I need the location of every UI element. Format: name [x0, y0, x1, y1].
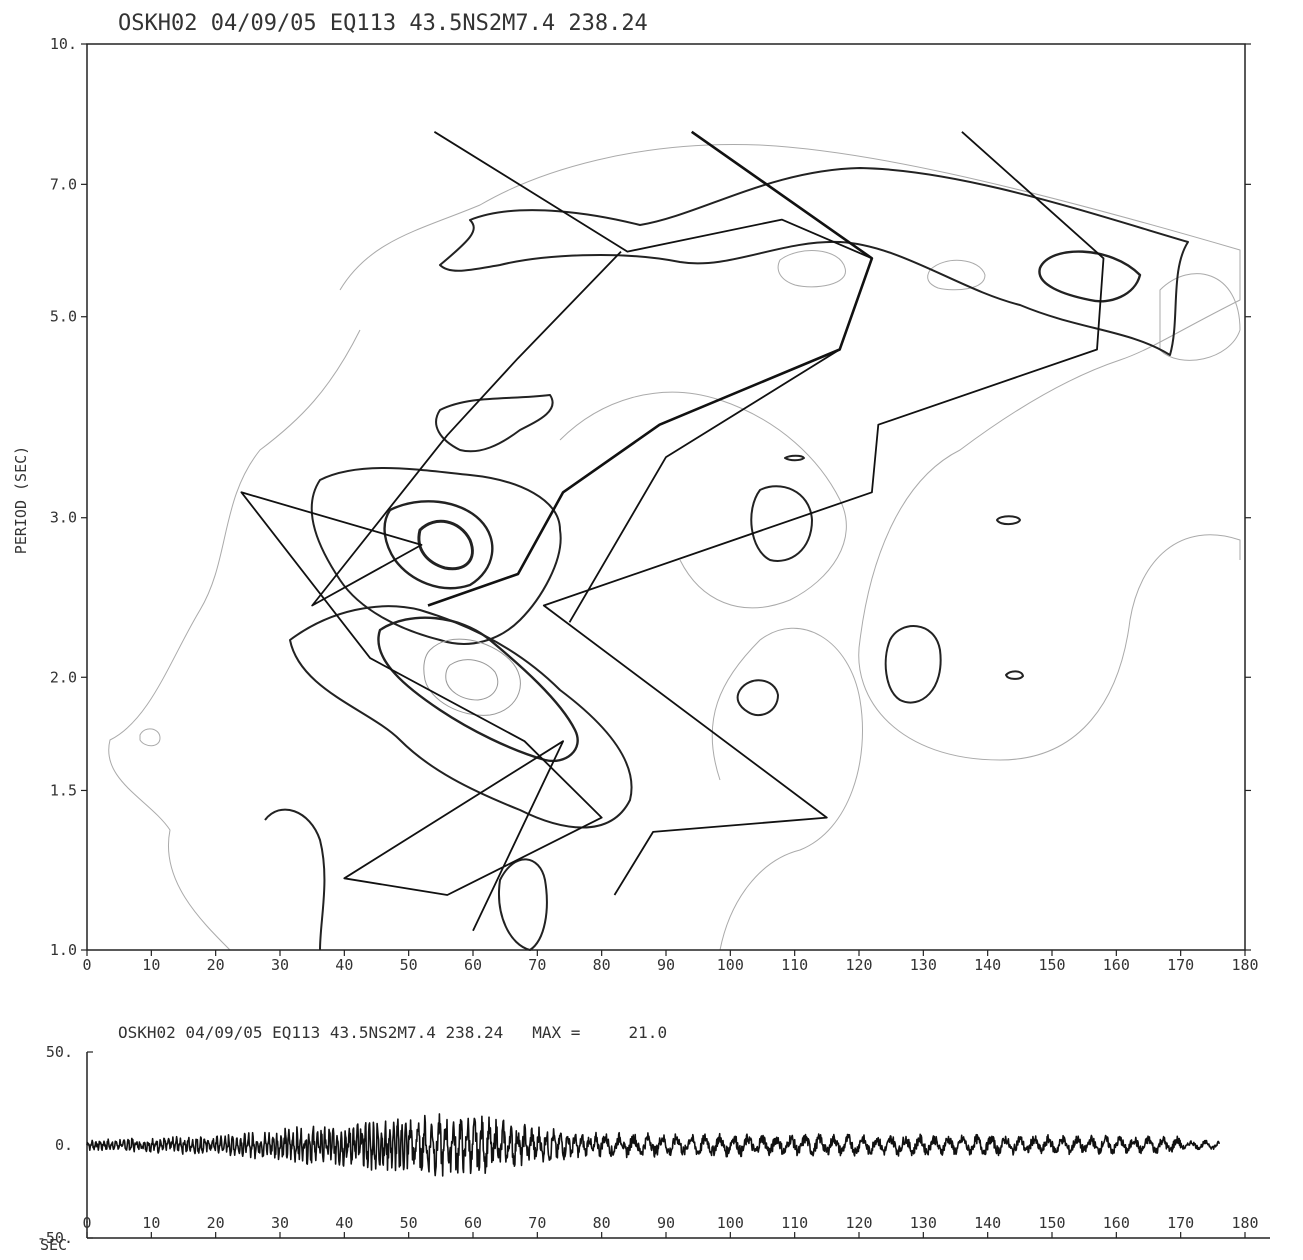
contour-outer-6	[927, 259, 986, 291]
x-tick-label: 70	[528, 956, 546, 974]
y-tick-label: 5.0	[50, 308, 77, 326]
period-chart-y-axis: 10. 7.0 5.0 3.0 2.0 1.5 1.0	[50, 35, 1251, 959]
x-tick-label: 110	[781, 1214, 808, 1232]
contour-mid-15	[1005, 670, 1024, 680]
contour-core-1	[423, 638, 521, 716]
x-tick-label: 60	[464, 956, 482, 974]
x-tick-label: 160	[1103, 1214, 1130, 1232]
y-tick-label: 2.0	[50, 668, 77, 686]
contour-outer-4	[559, 391, 847, 609]
contour-outer-8	[1159, 273, 1241, 361]
contour-mid-4	[310, 467, 562, 645]
x-tick-label: 30	[271, 956, 289, 974]
x-tick-label: 10	[142, 956, 160, 974]
dispersion-line-2	[427, 130, 874, 607]
waveform-y-axis: 50. 0. -50.	[37, 1043, 93, 1247]
period-chart-y-label: PERIOD (SEC)	[12, 446, 30, 554]
contour-mid-9	[498, 858, 548, 951]
x-tick-label: 40	[335, 956, 353, 974]
contour-mid-3	[435, 394, 554, 453]
contour-mid-14	[996, 515, 1021, 526]
x-tick-label: 140	[974, 956, 1001, 974]
contour-outer-5	[777, 250, 846, 288]
waveform-x-label: SEC	[40, 1236, 67, 1254]
contour-mid-7	[289, 605, 633, 829]
x-tick-label: 170	[1167, 1214, 1194, 1232]
x-tick-label: 0	[82, 1214, 91, 1232]
x-tick-label: 60	[464, 1214, 482, 1232]
x-tick-label: 140	[974, 1214, 1001, 1232]
x-tick-label: 180	[1231, 1214, 1258, 1232]
x-tick-label: 20	[207, 956, 225, 974]
dispersion-line-4	[240, 250, 622, 932]
contour-outer-7	[139, 728, 161, 747]
x-tick-label: 170	[1167, 956, 1194, 974]
y-tick-label: 1.5	[50, 781, 77, 799]
x-tick-label: 100	[717, 956, 744, 974]
waveform-chart: OSKH02 04/09/05 EQ113 43.5NS2M7.4 238.24…	[37, 1023, 1270, 1254]
x-tick-label: 110	[781, 956, 808, 974]
contour-mid-12	[736, 679, 779, 717]
contour-mid-13	[750, 485, 813, 562]
contour-outer-1	[339, 143, 1241, 761]
contour-mid-11	[884, 625, 942, 704]
y-tick-label: 50.	[46, 1043, 73, 1061]
y-tick-label: 7.0	[50, 175, 77, 193]
x-tick-label: 120	[845, 1214, 872, 1232]
x-tick-label: 100	[717, 1214, 744, 1232]
contour-mid-5	[383, 500, 494, 590]
contour-field	[108, 143, 1241, 951]
waveform-chart-title: OSKH02 04/09/05 EQ113 43.5NS2M7.4 238.24…	[118, 1023, 667, 1042]
x-tick-label: 80	[593, 956, 611, 974]
x-tick-label: 150	[1038, 1214, 1065, 1232]
x-tick-label: 50	[400, 1214, 418, 1232]
x-tick-label: 80	[593, 1214, 611, 1232]
x-tick-label: 130	[910, 1214, 937, 1232]
contour-mid-6	[417, 519, 474, 571]
x-tick-label: 90	[657, 1214, 675, 1232]
y-tick-label: -50.	[37, 1229, 73, 1247]
contour-mid-10	[264, 808, 326, 951]
x-tick-label: 150	[1038, 956, 1065, 974]
y-tick-label: 10.	[50, 35, 77, 53]
x-tick-label: 50	[400, 956, 418, 974]
x-tick-label: 0	[82, 956, 91, 974]
contour-mid-1	[439, 167, 1189, 356]
dispersion-lines	[240, 130, 1105, 932]
contour-core-2	[445, 659, 499, 701]
x-tick-label: 20	[207, 1214, 225, 1232]
x-tick-label: 90	[657, 956, 675, 974]
x-tick-label: 180	[1231, 956, 1258, 974]
contour-mid-8	[377, 616, 579, 763]
y-tick-label: 0.	[55, 1136, 73, 1154]
period-chart-x-axis: 0 10 20 30 40 50 60 70 80 90 100 110 120 130 140 150 160…	[82, 950, 1259, 974]
y-tick-label: 3.0	[50, 509, 77, 527]
contour-outer-3	[711, 627, 863, 951]
waveform-x-axis: 0 10 20 30 40 50 60 70 80 90 100 110 120 130 140 150 160…	[82, 1214, 1259, 1238]
x-tick-label: 130	[910, 956, 937, 974]
contour-mid-2	[1038, 250, 1142, 303]
contour-mid-16	[784, 454, 805, 462]
x-tick-label: 160	[1103, 956, 1130, 974]
y-tick-label: 1.0	[50, 941, 77, 959]
x-tick-label: 30	[271, 1214, 289, 1232]
x-tick-label: 70	[528, 1214, 546, 1232]
contour-outer-2	[108, 329, 361, 951]
x-tick-label: 40	[335, 1214, 353, 1232]
period-chart: OSKH02 04/09/05 EQ113 43.5NS2M7.4 238.24	[12, 11, 1259, 974]
x-tick-label: 120	[845, 956, 872, 974]
period-chart-title: OSKH02 04/09/05 EQ113 43.5NS2M7.4 238.24	[118, 11, 648, 36]
waveform-trace	[86, 1113, 1221, 1177]
dispersion-line-3	[542, 131, 1105, 896]
x-tick-label: 10	[142, 1214, 160, 1232]
